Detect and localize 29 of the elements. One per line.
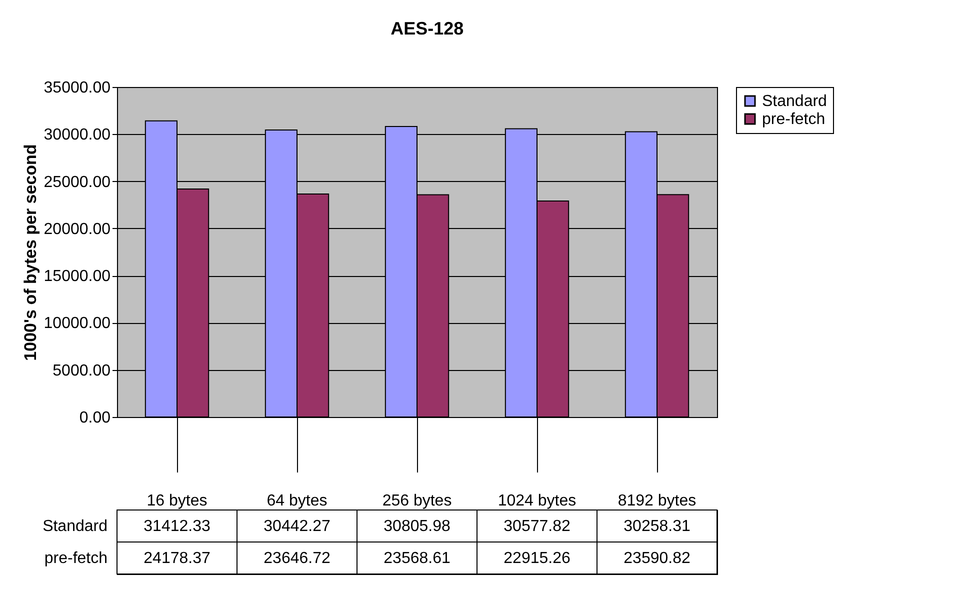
text: pre-fetch (44, 550, 108, 567)
chart-title: AES-128 (390, 18, 464, 38)
data-label: 30577.82 (504, 518, 570, 535)
y-tick-label: 25000.00 (44, 174, 111, 191)
data-label: 22915.26 (504, 550, 570, 567)
y-tick-label: 15000.00 (44, 268, 111, 286)
data-label: 30805.98 (384, 518, 450, 535)
legend-label: pre-fetch (762, 111, 826, 128)
y-tick-label: 10000.00 (44, 315, 111, 332)
y-tick-label: 20000.00 (44, 220, 111, 238)
x-tick-label: 1024 bytes (498, 492, 576, 510)
text: Standard (42, 518, 108, 535)
data-label: 24178.37 (144, 550, 210, 567)
data-label: 23646.72 (264, 550, 330, 567)
x-tick-label: 64 bytes (266, 492, 328, 510)
y-tick-label: 35000.00 (44, 80, 111, 96)
data-label: 31412.33 (144, 518, 210, 535)
data-label: 30442.27 (264, 518, 330, 535)
y-tick-label: 0.00 (79, 410, 111, 426)
data-label: 30258.31 (624, 518, 690, 535)
y-axis-title: 1000's of bytes per second (20, 144, 40, 361)
y-tick-label: 5000.00 (52, 362, 111, 380)
data-label: 23590.82 (624, 550, 690, 567)
y-tick-label: 30000.00 (44, 126, 111, 144)
legend-label: Standard (762, 93, 827, 110)
x-tick-label: 8192 bytes (618, 492, 696, 510)
x-tick-label: 256 bytes (382, 492, 452, 510)
data-label: 23568.61 (384, 550, 450, 567)
x-tick-label: 16 bytes (146, 492, 208, 510)
